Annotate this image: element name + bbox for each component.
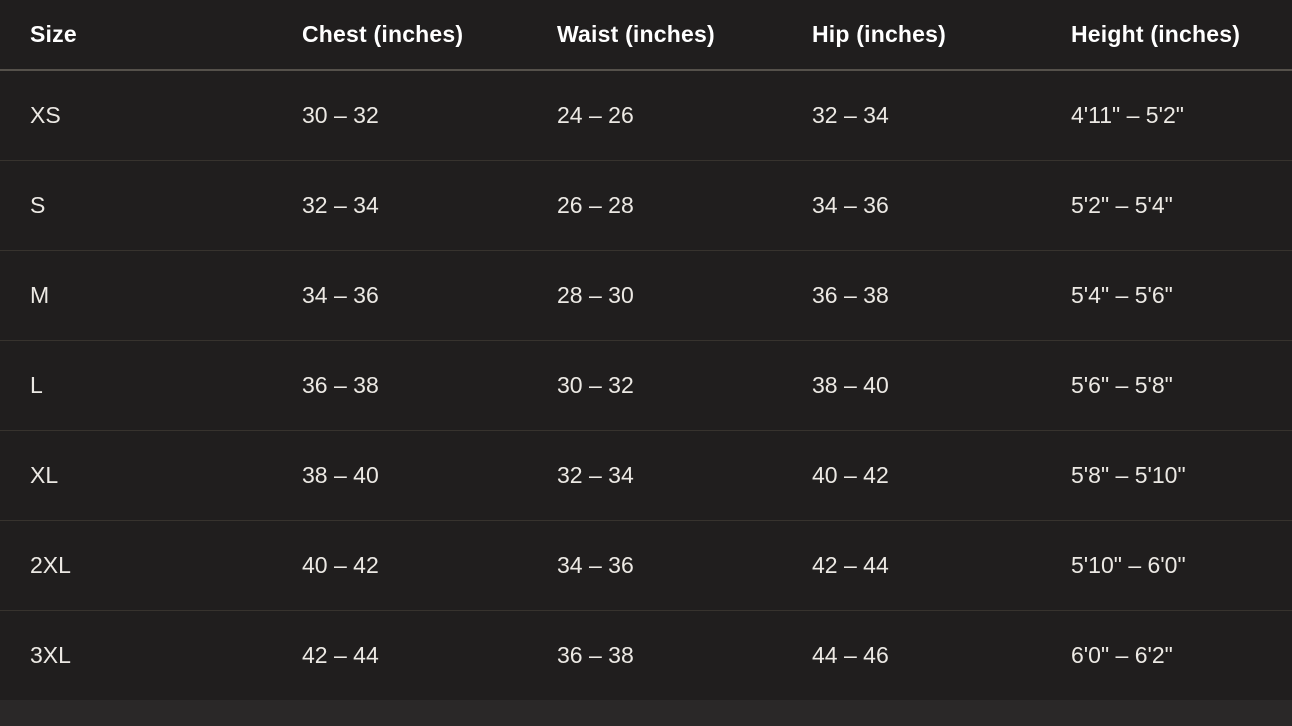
waist-cell: 26 – 28 xyxy=(557,160,812,251)
chest-cell: 36 – 38 xyxy=(302,340,557,431)
height-cell: 4'11" – 5'2" xyxy=(1071,70,1292,161)
hip-cell: 32 – 34 xyxy=(812,70,1071,161)
waist-cell: 36 – 38 xyxy=(557,642,634,668)
height-cell: 5'2" – 5'4" xyxy=(1071,160,1292,251)
height-cell: 6'0" – 6'2" xyxy=(1071,642,1173,668)
table-row-xs: XS 30 – 32 24 – 26 32 – 34 4'11" – 5'2" xyxy=(0,70,1292,161)
size-cell: 3XL xyxy=(30,642,71,668)
table-row-l: L 36 – 38 30 – 32 38 – 40 5'6" – 5'8" xyxy=(0,340,1292,431)
size-cell: S xyxy=(0,160,302,251)
page-bottom-edge xyxy=(0,700,1292,726)
chest-cell: 38 – 40 xyxy=(302,430,557,521)
header-row: Size Chest (inches) Waist (inches) Hip (… xyxy=(0,0,1292,71)
chest-cell: 32 – 34 xyxy=(302,160,557,251)
size-cell: L xyxy=(0,340,302,431)
waist-cell: 28 – 30 xyxy=(557,250,812,341)
size-cell: XL xyxy=(0,430,302,521)
table-row-m: M 34 – 36 28 – 30 36 – 38 5'4" – 5'6" xyxy=(0,250,1292,341)
size-cell: 2XL xyxy=(0,520,302,611)
size-cell: M xyxy=(0,250,302,341)
size-cell: XS xyxy=(0,70,302,161)
hip-cell: 36 – 38 xyxy=(812,250,1071,341)
waist-cell: 34 – 36 xyxy=(557,520,812,611)
hip-cell: 38 – 40 xyxy=(812,340,1071,431)
hip-cell: 42 – 44 xyxy=(812,520,1071,611)
size-chart-table: Size Chest (inches) Waist (inches) Hip (… xyxy=(0,0,1292,701)
waist-cell: 32 – 34 xyxy=(557,430,812,521)
hip-cell: 44 – 46 xyxy=(812,642,889,668)
height-cell: 5'6" – 5'8" xyxy=(1071,340,1292,431)
chest-cell: 40 – 42 xyxy=(302,520,557,611)
column-header-height: Height (inches) xyxy=(1071,0,1292,71)
table-row-s: S 32 – 34 26 – 28 34 – 36 5'2" – 5'4" xyxy=(0,160,1292,251)
table-row-2xl: 2XL 40 – 42 34 – 36 42 – 44 5'10" – 6'0" xyxy=(0,520,1292,611)
hip-cell: 40 – 42 xyxy=(812,430,1071,521)
chest-cell: 30 – 32 xyxy=(302,70,557,161)
chest-cell: 42 – 44 xyxy=(302,642,379,668)
height-cell: 5'4" – 5'6" xyxy=(1071,250,1292,341)
waist-cell: 24 – 26 xyxy=(557,70,812,161)
hip-cell: 34 – 36 xyxy=(812,160,1071,251)
column-header-chest: Chest (inches) xyxy=(302,0,557,71)
table-row-3xl: 3XL 42 – 44 36 – 38 44 – 46 6'0" – 6'2" xyxy=(0,611,1292,701)
column-header-hip: Hip (inches) xyxy=(812,0,1071,71)
height-cell: 5'10" – 6'0" xyxy=(1071,520,1292,611)
table-row-xl: XL 38 – 40 32 – 34 40 – 42 5'8" – 5'10" xyxy=(0,430,1292,521)
column-header-waist: Waist (inches) xyxy=(557,0,812,71)
column-header-size: Size xyxy=(0,0,302,71)
waist-cell: 30 – 32 xyxy=(557,340,812,431)
chest-cell: 34 – 36 xyxy=(302,250,557,341)
height-cell: 5'8" – 5'10" xyxy=(1071,430,1292,521)
